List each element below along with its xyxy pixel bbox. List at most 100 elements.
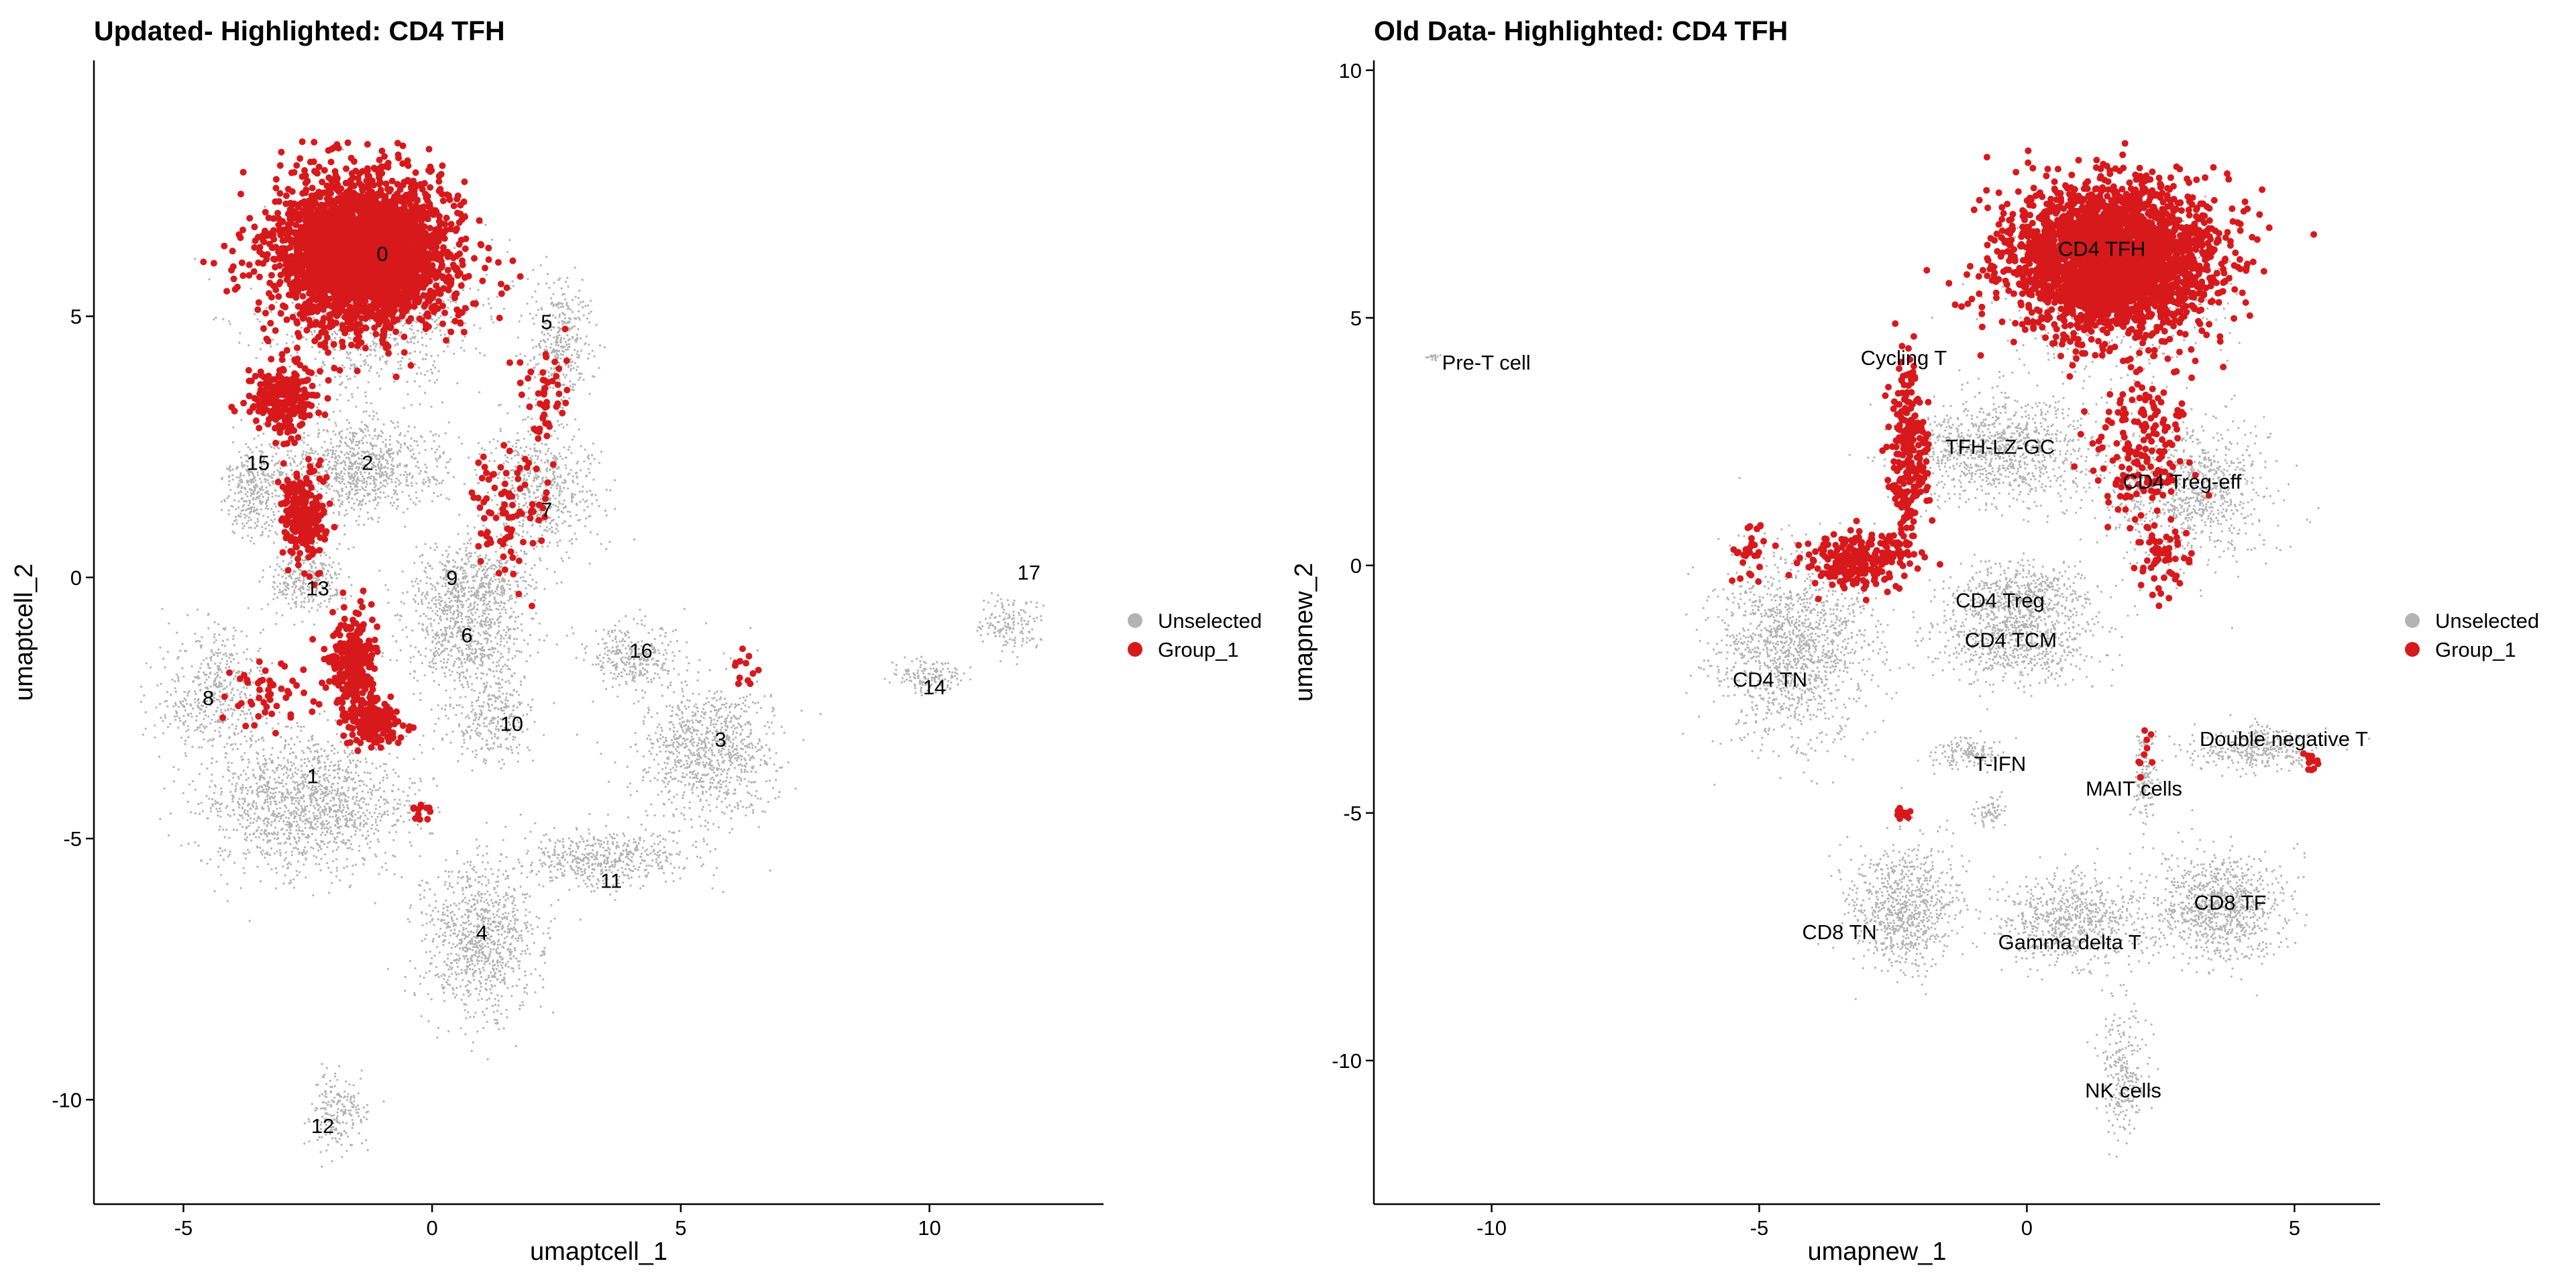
point — [396, 493, 398, 496]
point — [296, 773, 299, 775]
point — [373, 482, 376, 485]
point — [218, 828, 221, 831]
point — [180, 844, 182, 847]
point — [264, 765, 266, 768]
point — [435, 588, 437, 592]
point — [337, 763, 340, 766]
point — [566, 343, 568, 346]
point — [470, 587, 473, 590]
point — [462, 606, 464, 608]
point — [413, 561, 416, 564]
point — [356, 478, 358, 482]
point — [370, 477, 372, 480]
point — [217, 801, 219, 804]
point — [576, 356, 579, 359]
point — [383, 810, 386, 813]
point — [334, 332, 337, 335]
point — [271, 747, 274, 749]
point — [439, 329, 441, 332]
point — [159, 818, 162, 820]
point — [299, 818, 302, 821]
point — [445, 592, 447, 596]
point — [235, 476, 238, 479]
point — [437, 354, 439, 357]
point — [590, 494, 593, 496]
point — [431, 447, 433, 450]
point — [327, 769, 330, 771]
point — [409, 661, 412, 663]
point — [263, 777, 266, 780]
point — [580, 301, 582, 304]
point — [354, 766, 358, 769]
point — [357, 817, 360, 820]
point — [470, 612, 473, 614]
point — [451, 613, 454, 616]
point — [333, 764, 335, 767]
point — [413, 453, 415, 455]
point — [434, 433, 437, 435]
point — [484, 612, 486, 615]
point — [311, 345, 314, 348]
point — [596, 499, 598, 502]
point — [579, 469, 582, 472]
point — [461, 612, 464, 615]
point — [232, 809, 235, 812]
point — [301, 473, 304, 476]
point — [378, 841, 380, 843]
point — [401, 357, 404, 360]
point — [268, 443, 271, 445]
point — [457, 591, 460, 594]
point — [498, 580, 501, 584]
point — [421, 594, 423, 596]
point — [219, 825, 221, 828]
point — [555, 305, 558, 307]
point — [537, 282, 540, 286]
point — [572, 386, 574, 388]
point — [474, 652, 476, 655]
point — [360, 806, 363, 810]
point — [329, 449, 332, 451]
point — [409, 672, 411, 675]
point — [489, 583, 492, 586]
point — [561, 305, 565, 308]
point — [470, 564, 473, 567]
point — [525, 445, 528, 449]
point — [280, 815, 282, 818]
point — [531, 578, 534, 581]
point — [558, 333, 561, 337]
point — [313, 805, 315, 808]
point — [370, 827, 373, 830]
point — [339, 435, 342, 438]
point — [584, 500, 586, 503]
point — [396, 613, 399, 616]
point — [304, 822, 307, 825]
point — [452, 476, 455, 478]
point — [571, 299, 574, 301]
point — [451, 645, 455, 648]
point — [525, 563, 527, 566]
point — [468, 560, 470, 563]
point — [327, 758, 329, 761]
point — [437, 622, 440, 625]
point — [362, 475, 364, 478]
point — [490, 640, 492, 643]
point — [370, 777, 372, 780]
point — [437, 317, 440, 319]
point — [553, 480, 556, 483]
point — [547, 371, 550, 374]
point — [432, 658, 435, 661]
point — [545, 256, 547, 258]
point — [348, 753, 351, 756]
point — [347, 813, 350, 816]
point — [438, 811, 441, 814]
point — [384, 439, 387, 441]
point — [574, 325, 576, 327]
point — [409, 327, 411, 330]
point — [263, 802, 266, 804]
point — [304, 826, 307, 829]
point — [345, 456, 348, 460]
point — [274, 867, 277, 869]
point — [488, 605, 491, 608]
point — [494, 447, 498, 449]
point — [504, 574, 506, 576]
